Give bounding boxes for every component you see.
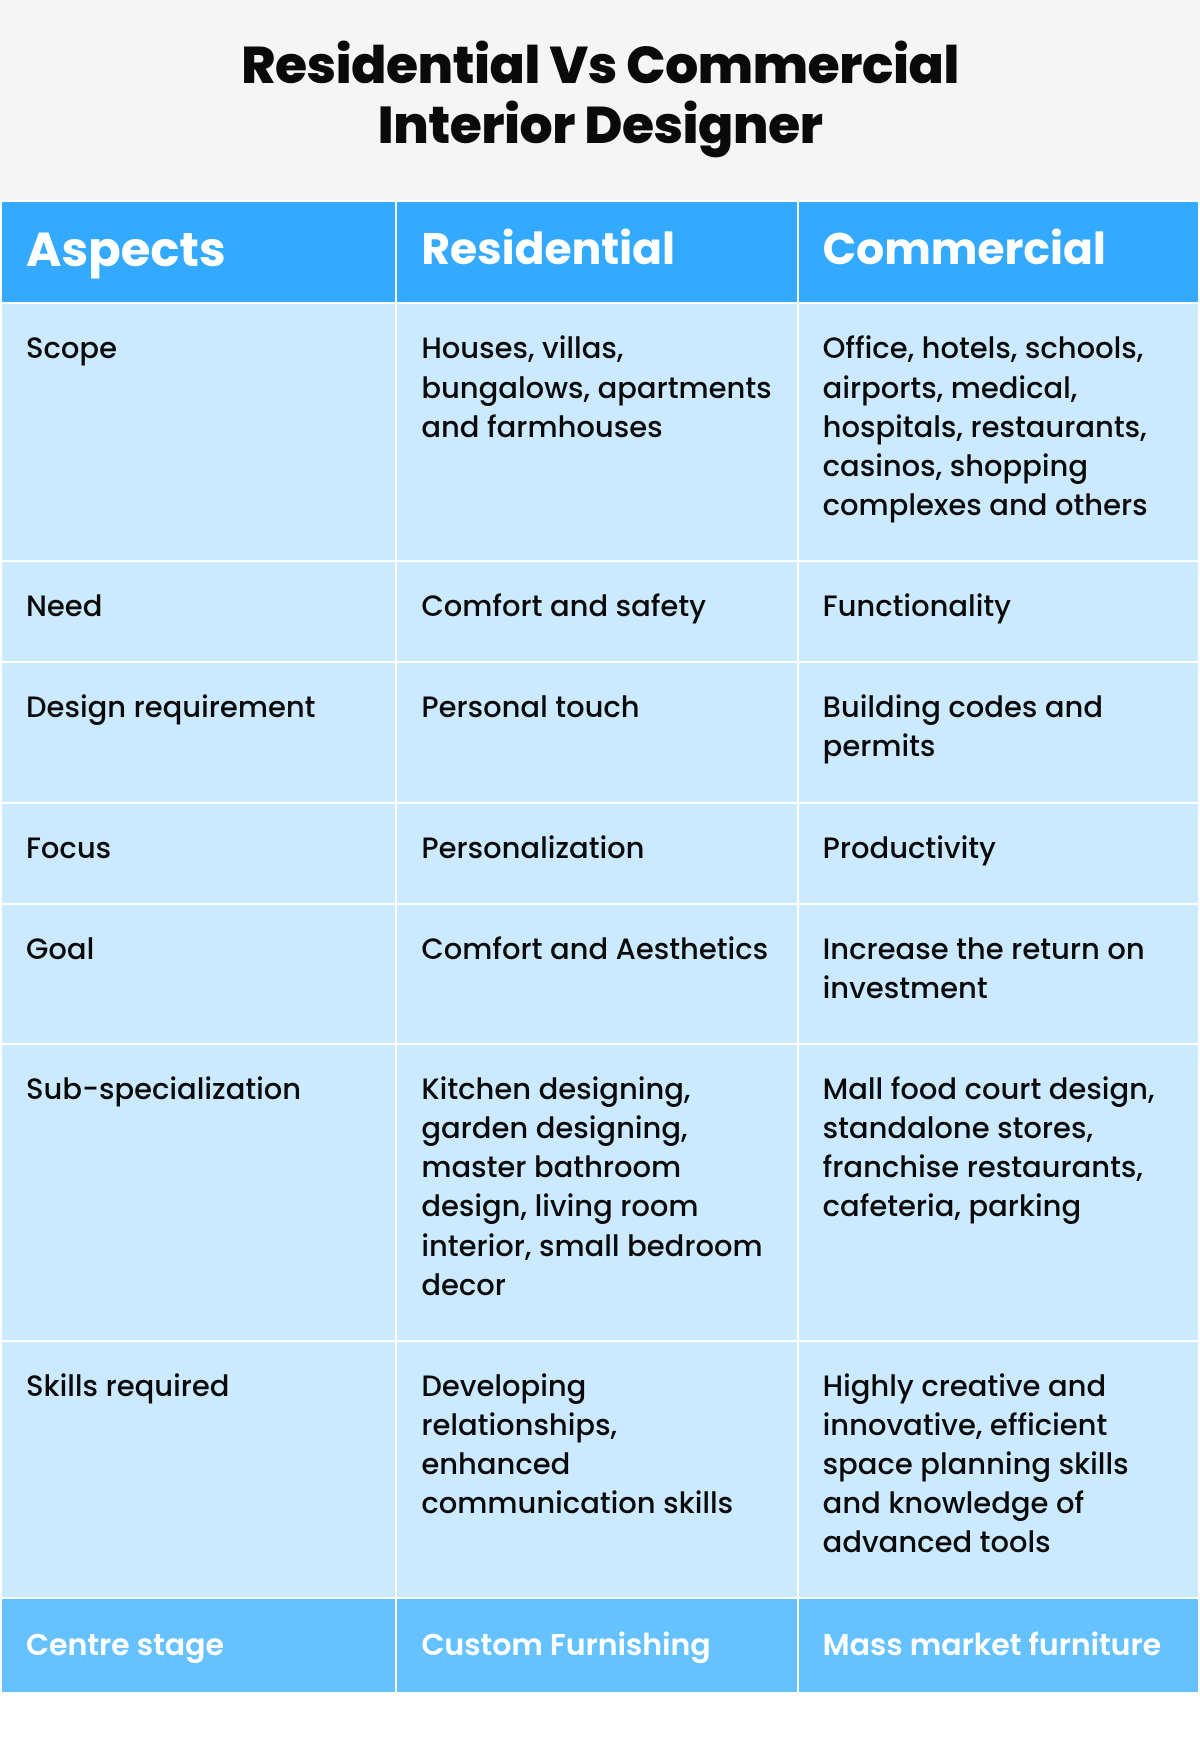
commercial-cell: Mall food court design, standalone store… (798, 1044, 1199, 1341)
table-row: Design requirement Personal touch Buildi… (1, 662, 1199, 802)
commercial-cell: Productivity (798, 803, 1199, 904)
title-line2: Interior Designer (378, 89, 823, 162)
aspect-cell: Centre stage (1, 1598, 396, 1693)
table-row: Skills required Developing relationships… (1, 1341, 1199, 1599)
residential-cell: Developing relationships, enhanced commu… (396, 1341, 797, 1599)
residential-cell: Custom Furnishing (396, 1598, 797, 1693)
aspect-cell: Sub-specialization (1, 1044, 396, 1341)
residential-cell: Kitchen designing, garden designing, mas… (396, 1044, 797, 1341)
commercial-cell: Functionality (798, 561, 1199, 662)
aspect-cell: Design requirement (1, 662, 396, 802)
header-row: Aspects Residential Commercial (1, 201, 1199, 304)
aspect-cell: Skills required (1, 1341, 396, 1599)
aspect-cell: Scope (1, 303, 396, 561)
page-title: Residential Vs Commercial Interior Desig… (20, 36, 1180, 156)
header-commercial: Commercial (798, 201, 1199, 304)
header-aspects: Aspects (1, 201, 396, 304)
residential-cell: Comfort and Aesthetics (396, 904, 797, 1044)
table-row: Scope Houses, villas, bungalows, apartme… (1, 303, 1199, 561)
residential-cell: Personalization (396, 803, 797, 904)
residential-cell: Houses, villas, bungalows, apartments an… (396, 303, 797, 561)
comparison-table: Aspects Residential Commercial Scope Hou… (0, 200, 1200, 1694)
table-row: Goal Comfort and Aesthetics Increase the… (1, 904, 1199, 1044)
commercial-cell: Building codes and permits (798, 662, 1199, 802)
residential-cell: Comfort and safety (396, 561, 797, 662)
commercial-cell: Increase the return on investment (798, 904, 1199, 1044)
commercial-cell: Office, hotels, schools, airports, medic… (798, 303, 1199, 561)
aspect-cell: Need (1, 561, 396, 662)
table-row: Need Comfort and safety Functionality (1, 561, 1199, 662)
table-row: Sub-specialization Kitchen designing, ga… (1, 1044, 1199, 1341)
commercial-cell: Highly creative and innovative, efficien… (798, 1341, 1199, 1599)
title-section: Residential Vs Commercial Interior Desig… (0, 0, 1200, 200)
table-row: Focus Personalization Productivity (1, 803, 1199, 904)
footer-row: Centre stage Custom Furnishing Mass mark… (1, 1598, 1199, 1693)
aspect-cell: Focus (1, 803, 396, 904)
aspect-cell: Goal (1, 904, 396, 1044)
commercial-cell: Mass market furniture (798, 1598, 1199, 1693)
header-residential: Residential (396, 201, 797, 304)
residential-cell: Personal touch (396, 662, 797, 802)
